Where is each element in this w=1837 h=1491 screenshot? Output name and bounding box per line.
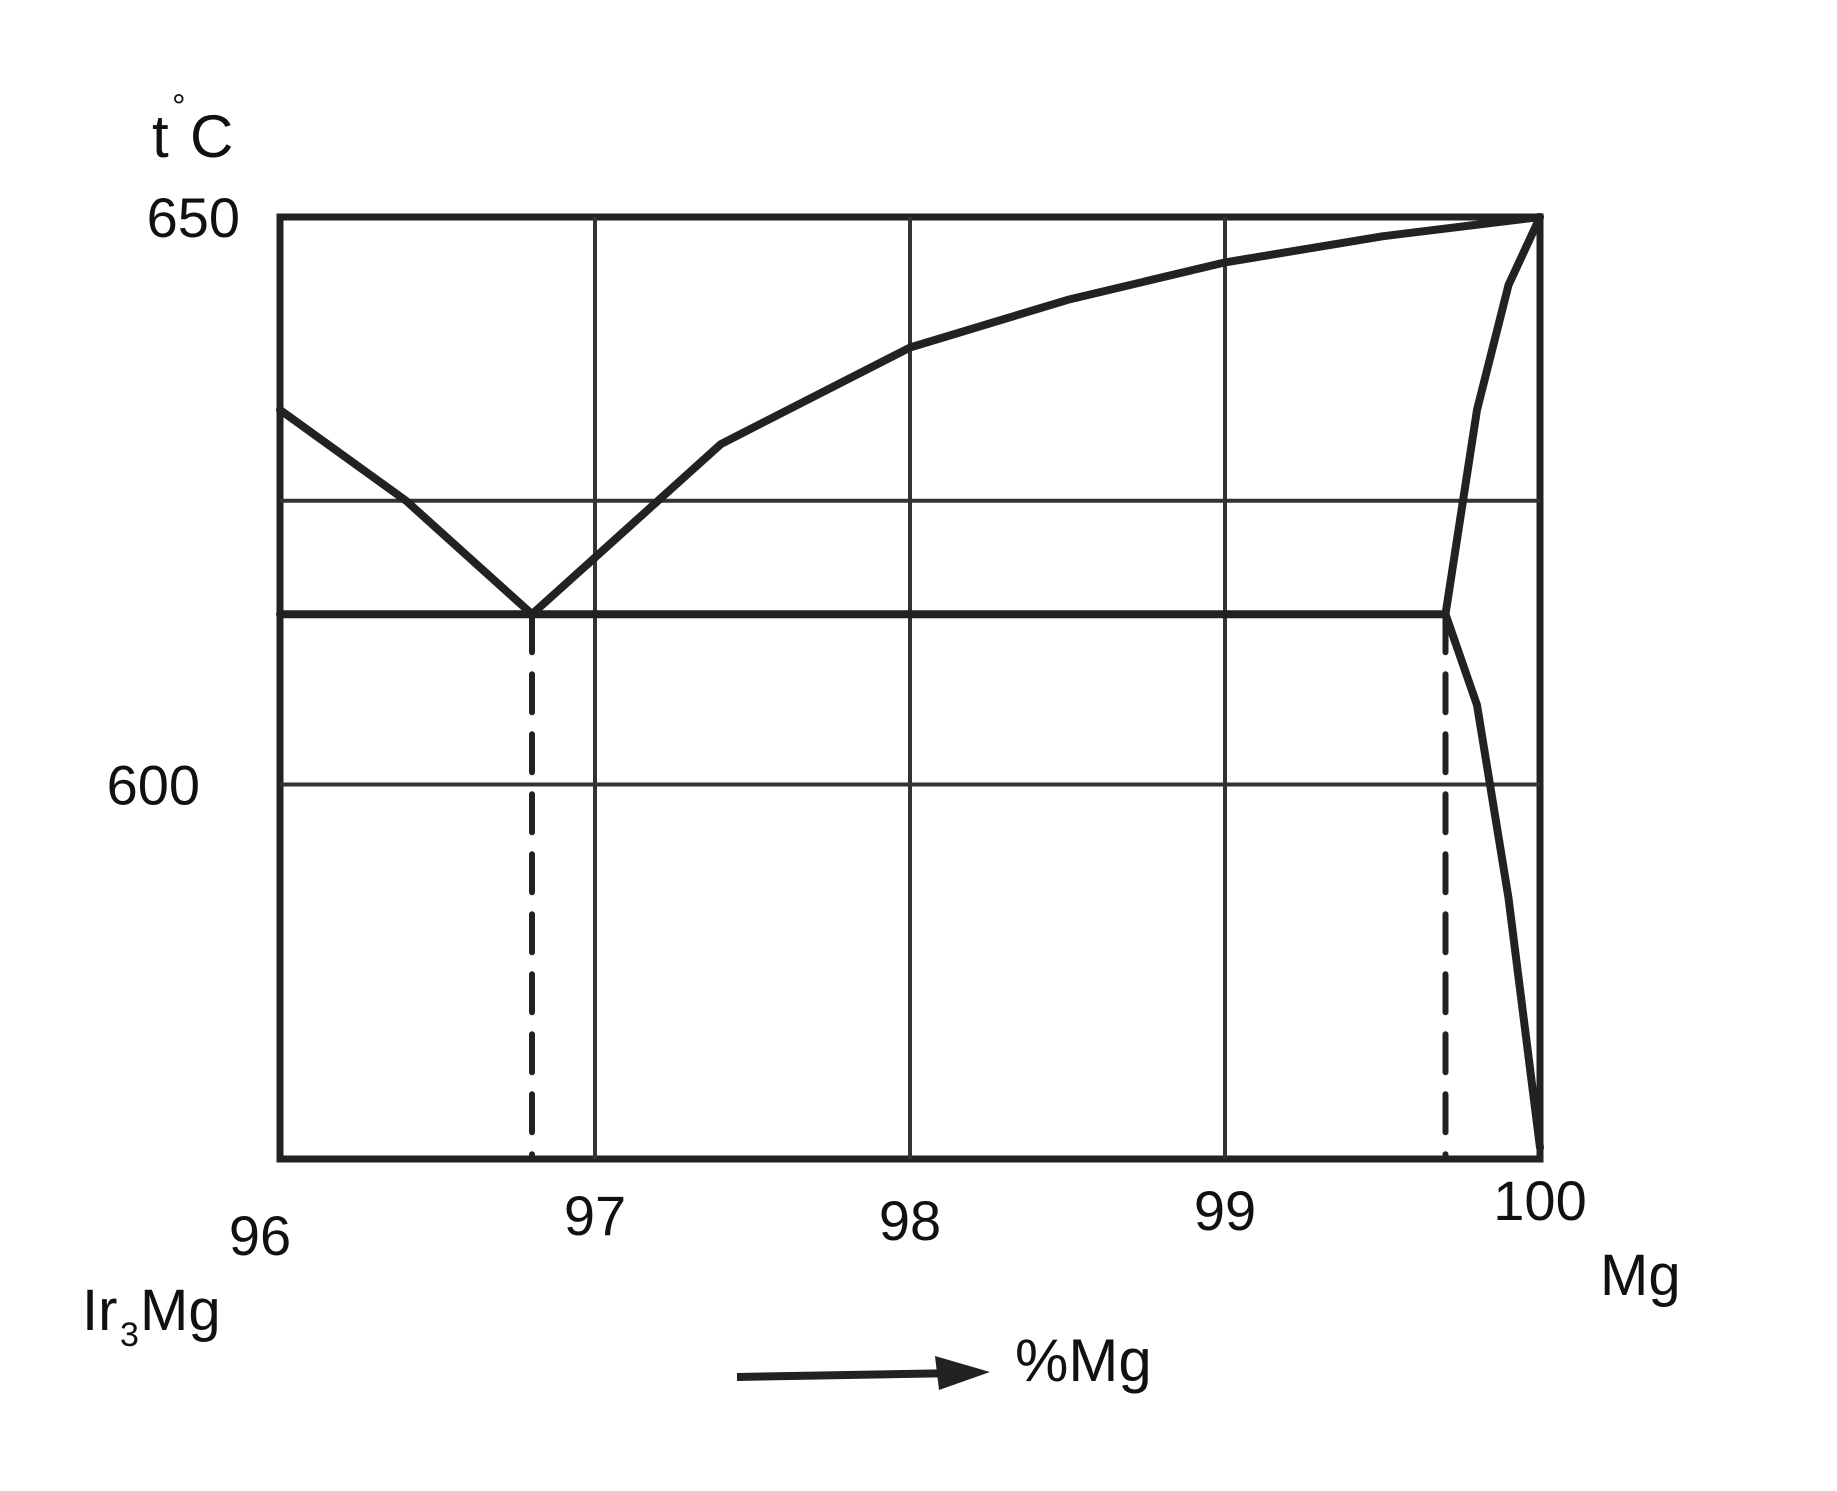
series-layer (276, 213, 1544, 1162)
phase-line-1 (528, 213, 1544, 619)
x-left-label-ir: Ir (82, 1278, 117, 1343)
x-tick-label-2: 98 (879, 1189, 941, 1252)
x-left-label-mg: Mg (140, 1278, 221, 1343)
x-right-label: Mg (1600, 1243, 1681, 1308)
x-tick-label-3: 99 (1194, 1179, 1256, 1242)
y-tick-labels: 600 650 (107, 186, 240, 816)
y-tick-label-1: 650 (147, 186, 240, 249)
y-axis-label-degree: ° (172, 88, 186, 126)
y-axis-label-c: C (190, 103, 233, 170)
x-axis-label: %Mg (1015, 1327, 1152, 1394)
y-axis-label-t: t (152, 103, 169, 170)
y-tick-label-0: 600 (107, 753, 200, 816)
x-tick-label-0: 96 (229, 1204, 291, 1267)
x-tick-label-1: 97 (564, 1184, 626, 1247)
phase-line-3 (1441, 213, 1544, 619)
grid-layer (280, 217, 1540, 1159)
x-tick-labels: 96 97 98 99 100 (229, 1169, 1587, 1267)
x-left-label-sub: 3 (120, 1316, 139, 1354)
x-tick-label-4: 100 (1493, 1169, 1586, 1232)
direction-arrow-shaft (736, 1369, 961, 1381)
phase-line-4 (1441, 610, 1544, 1152)
direction-arrow-head (935, 1356, 990, 1390)
phase-line-0 (276, 405, 536, 619)
